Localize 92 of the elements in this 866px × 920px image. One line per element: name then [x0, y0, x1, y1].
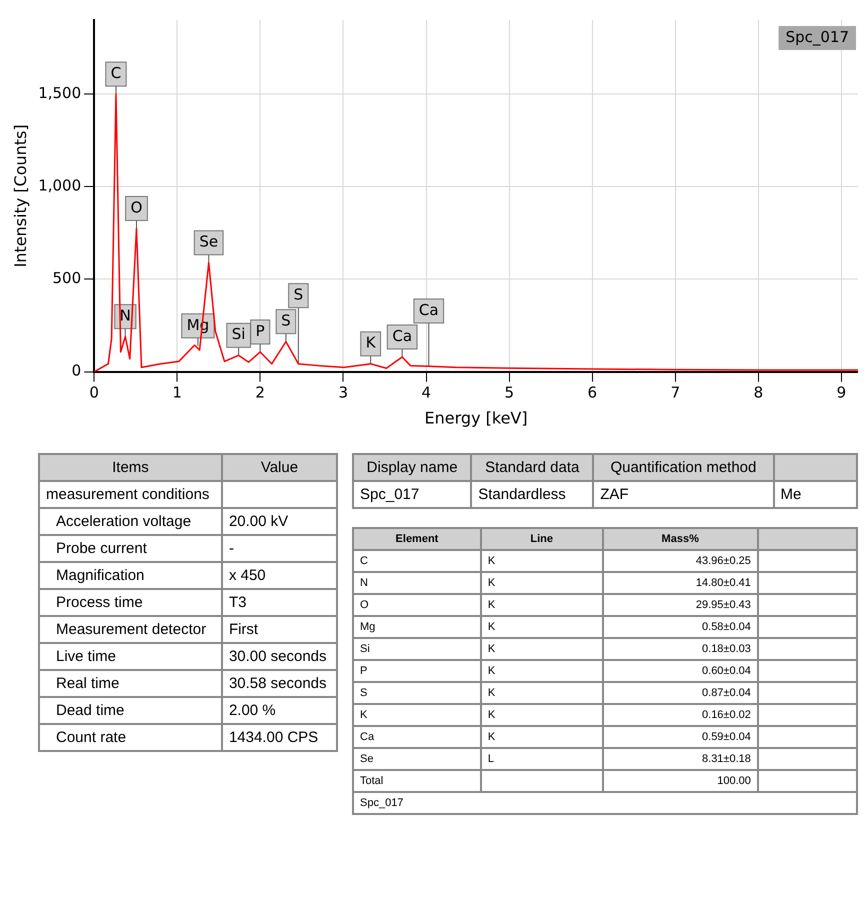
category-label: S — [360, 687, 368, 699]
text: x 450 — [228, 567, 266, 584]
text: K — [488, 555, 496, 567]
annotation: Spc_017 — [786, 28, 849, 46]
x-tick-label: 9 — [836, 384, 846, 402]
x-tick-label: 6 — [588, 384, 598, 402]
text: K — [488, 687, 496, 699]
category-label: Spc_017 — [360, 486, 420, 503]
annotation: S — [294, 286, 304, 304]
category-label: P — [360, 665, 368, 677]
y-tick-label: 1,000 — [38, 176, 82, 195]
category-label: Se — [360, 753, 374, 765]
text: K — [488, 709, 496, 721]
text: K — [488, 577, 496, 589]
category-label: Value — [222, 454, 337, 481]
category-label: Items — [39, 454, 222, 481]
category-label: Process time — [56, 594, 143, 611]
text: K — [488, 665, 496, 677]
annotation: S — [281, 312, 291, 330]
category-label: K — [360, 709, 368, 721]
annotation: K — [366, 334, 377, 352]
text: 29.95±0.43 — [696, 599, 751, 611]
category-label: Real time — [56, 675, 120, 692]
x-tick-label: 3 — [338, 384, 348, 402]
text: 0.87±0.04 — [702, 687, 751, 699]
text: Spc_017 — [353, 792, 857, 814]
category-label: C — [360, 555, 368, 567]
category-label: measurement conditions — [46, 486, 210, 503]
text: 0.60±0.04 — [702, 665, 751, 677]
x-tick-label: 1 — [172, 384, 182, 402]
text: 0.18±0.03 — [702, 643, 751, 655]
text: L — [488, 753, 494, 765]
text: 20.00 kV — [228, 513, 288, 530]
text: Standardless — [478, 486, 566, 503]
category-label: Si — [360, 643, 370, 655]
text: 30.00 seconds — [228, 648, 327, 665]
text: T3 — [228, 594, 246, 611]
category-label: Display name — [353, 454, 472, 481]
category-label: N — [360, 577, 368, 589]
text: 2.00 % — [228, 702, 276, 719]
annotation: Ca — [418, 300, 439, 319]
text: 30.58 seconds — [228, 675, 327, 692]
text: K — [488, 621, 496, 633]
x-tick-label: 0 — [89, 384, 99, 402]
x-tick-label: 4 — [421, 384, 432, 402]
category-label: Probe current — [56, 540, 147, 557]
x-axis-title: Energy [keV] — [424, 408, 528, 428]
category-label: Line — [480, 528, 603, 550]
y-axis-title: Intensity [Counts] — [10, 124, 30, 268]
x-tick-label: 8 — [754, 384, 764, 402]
text: 0.59±0.04 — [702, 731, 751, 743]
category-label: Dead time — [56, 702, 124, 719]
x-tick-label: 2 — [255, 384, 265, 402]
category-label: Count rate — [56, 729, 126, 746]
annotation: C — [110, 64, 122, 82]
text: 100.00 — [717, 775, 751, 787]
text: K — [488, 599, 496, 611]
category-label: Quantification method — [593, 454, 774, 481]
annotation: Si — [232, 325, 246, 344]
category-label: Standard data — [471, 454, 594, 481]
text: ZAF — [600, 486, 629, 503]
text: Me — [780, 486, 802, 503]
category-label: O — [360, 599, 369, 611]
text: - — [228, 540, 234, 557]
category-label: Acceleration voltage — [56, 513, 192, 530]
text: 8.31±0.18 — [702, 753, 751, 765]
category-label: Live time — [56, 648, 116, 665]
annotation: Ca — [392, 326, 412, 345]
text: First — [228, 621, 258, 638]
text: K — [488, 643, 496, 655]
category-label: Magnification — [56, 567, 144, 584]
y-tick-label: 1,500 — [38, 84, 82, 102]
text: K — [488, 731, 496, 743]
category-label: Measurement detector — [56, 621, 206, 638]
x-tick-label: 7 — [670, 384, 680, 402]
annotation: P — [256, 322, 265, 340]
y-tick-label: 0 — [72, 362, 82, 380]
text: 0.58±0.04 — [702, 621, 751, 633]
annotation: O — [130, 198, 142, 216]
text: 1434.00 CPS — [228, 729, 318, 746]
x-tick-label: 5 — [504, 384, 514, 402]
category-label: Mg — [360, 621, 376, 633]
text: 43.96±0.25 — [696, 555, 751, 567]
y-tick-label: 500 — [52, 269, 82, 288]
category-label: Total — [360, 775, 384, 787]
text: 14.80±0.41 — [696, 577, 751, 589]
text: 0.16±0.02 — [702, 709, 751, 721]
annotation: N — [120, 306, 131, 325]
category-label: Element — [353, 528, 481, 550]
category-label: Ca — [360, 731, 374, 743]
category-label: Mass% — [602, 528, 758, 550]
annotation: Se — [199, 232, 218, 251]
